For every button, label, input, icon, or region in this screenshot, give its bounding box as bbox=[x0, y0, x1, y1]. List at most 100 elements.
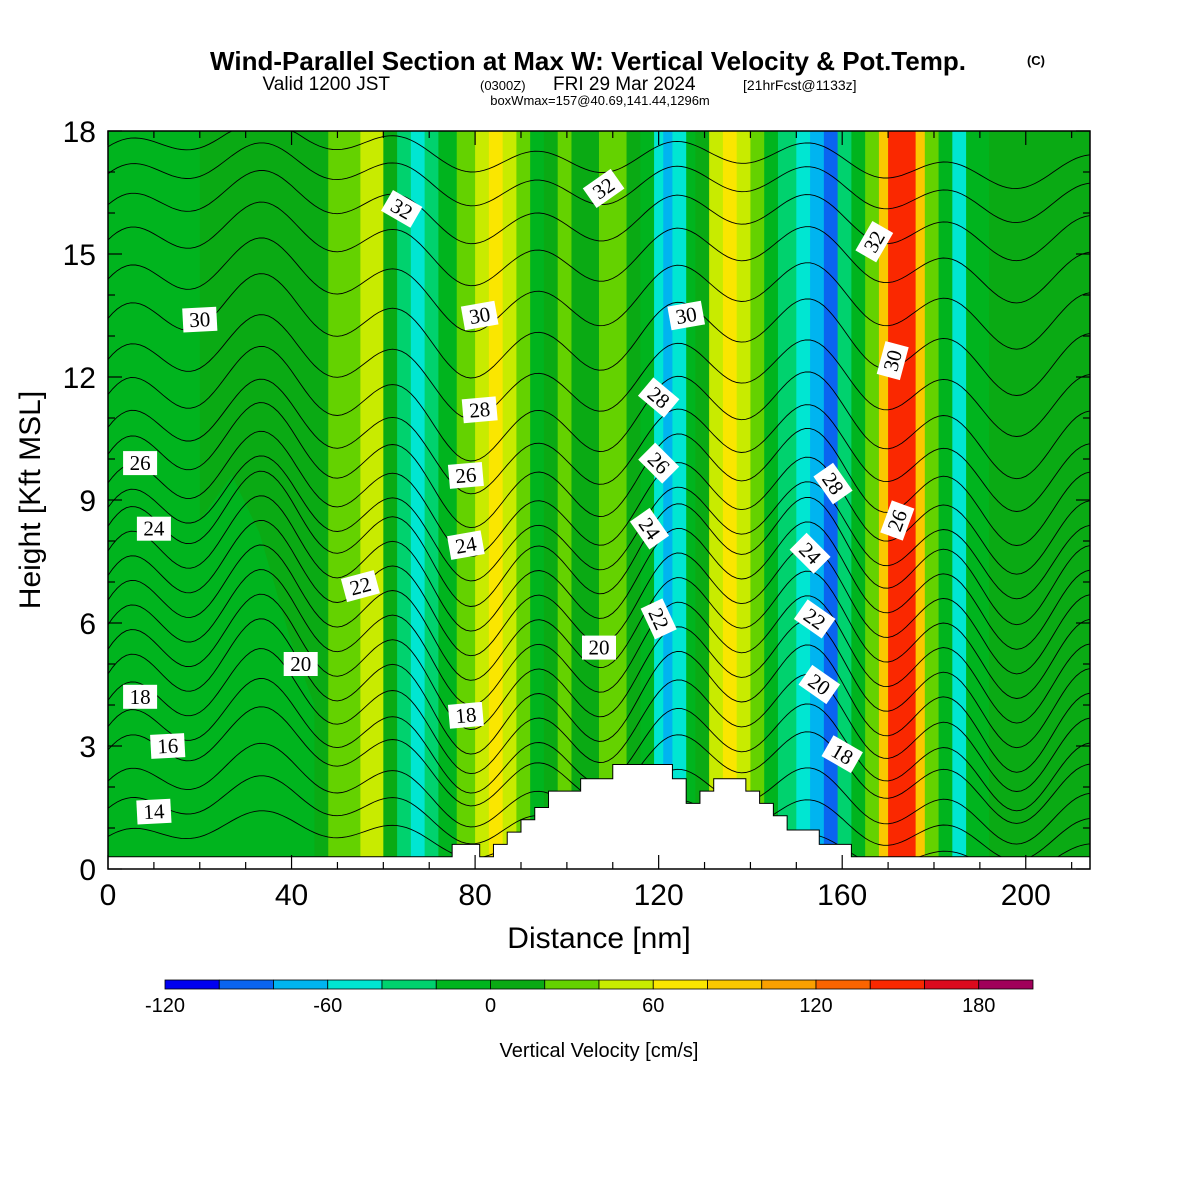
contour-label-box bbox=[638, 442, 680, 484]
colorbar-segment bbox=[707, 979, 763, 990]
theta-contour bbox=[108, 237, 1090, 350]
theta-contour bbox=[108, 402, 1090, 546]
theta-contour bbox=[108, 273, 1090, 396]
low-velocity-region bbox=[108, 475, 315, 869]
contour-label-text: 24 bbox=[453, 531, 478, 558]
contour-label: 22 bbox=[793, 599, 836, 639]
contour-label-box bbox=[461, 396, 498, 424]
contour-label-text: 20 bbox=[589, 636, 610, 660]
contour-label-box bbox=[460, 300, 499, 331]
contour-label: 26 bbox=[447, 461, 484, 489]
velocity-band bbox=[502, 131, 518, 869]
velocity-band bbox=[543, 131, 559, 869]
velocity-band bbox=[360, 131, 384, 869]
velocity-band bbox=[383, 131, 398, 869]
y-tick-label: 0 bbox=[79, 854, 96, 887]
contour-label-box bbox=[340, 570, 380, 603]
velocity-band bbox=[585, 131, 600, 869]
y-tick-label: 18 bbox=[63, 116, 96, 149]
theta-contour bbox=[108, 131, 1090, 190]
colorbar-tick-label: -120 bbox=[145, 995, 185, 1017]
colorbar-segment bbox=[327, 979, 383, 990]
contour-label-box bbox=[637, 377, 680, 418]
x-axis-label: Distance [nm] bbox=[507, 922, 690, 955]
contour-label-box bbox=[447, 701, 484, 729]
contour-label: 18 bbox=[821, 735, 863, 774]
theta-contour bbox=[108, 345, 1090, 480]
colorbar-segment bbox=[652, 979, 708, 990]
theta-contour bbox=[108, 170, 1090, 262]
colorbar-tick-label: 60 bbox=[642, 995, 664, 1017]
contour-label: 22 bbox=[340, 570, 380, 603]
theta-contour bbox=[108, 378, 1090, 512]
contour-label-text: 20 bbox=[290, 652, 311, 676]
velocity-band bbox=[557, 131, 573, 869]
colorbar-segment bbox=[164, 979, 220, 990]
velocity-band bbox=[966, 131, 990, 869]
contour-label-text: 30 bbox=[467, 302, 492, 329]
contour-label: 18 bbox=[447, 701, 484, 729]
velocity-band bbox=[424, 131, 439, 869]
velocity-band bbox=[865, 131, 880, 869]
contour-label: 26 bbox=[880, 500, 915, 541]
colorbar-segment bbox=[490, 979, 546, 990]
valid-date: FRI 29 Mar 2024 bbox=[553, 74, 696, 95]
velocity-band bbox=[397, 131, 412, 869]
velocity-band bbox=[438, 131, 458, 869]
contour-label: 20 bbox=[582, 635, 616, 660]
velocity-band bbox=[530, 131, 545, 869]
vertical-velocity-field bbox=[108, 131, 1090, 869]
contour-label: 20 bbox=[283, 652, 318, 676]
velocity-band bbox=[888, 131, 898, 869]
velocity-band bbox=[924, 131, 940, 869]
contour-label-box bbox=[821, 735, 863, 774]
velocity-band bbox=[626, 131, 641, 869]
velocity-band bbox=[612, 131, 628, 869]
velocity-band bbox=[897, 131, 908, 869]
colorbar: -120 -60 0 60 120 180 bbox=[145, 979, 1034, 1017]
colorbar-tick-label: 180 bbox=[962, 995, 995, 1017]
velocity-band bbox=[777, 131, 797, 869]
contour-label: 24 bbox=[447, 530, 485, 560]
plot-area: 1416182022242628303218262430323028262422… bbox=[108, 131, 1090, 869]
contour-label-text: 30 bbox=[189, 307, 211, 332]
contour-label-box bbox=[876, 341, 909, 381]
contour-label-text: 26 bbox=[454, 463, 477, 489]
colorbar-segment bbox=[869, 979, 925, 990]
velocity-band bbox=[686, 131, 696, 869]
colorbar-tick-label: -60 bbox=[313, 995, 342, 1017]
x-tick-label: 80 bbox=[458, 879, 491, 912]
contour-label-box bbox=[582, 168, 625, 208]
theta-contour bbox=[108, 430, 1090, 575]
contour-labels: 1416182022242628303218262430323028262422… bbox=[123, 168, 915, 825]
contour-label-box bbox=[447, 530, 485, 560]
colorbar-segment bbox=[435, 979, 491, 990]
theta-contour bbox=[108, 648, 1090, 792]
colorbar-segment bbox=[815, 979, 871, 990]
contour-label-box bbox=[380, 190, 423, 228]
contour-label-text: 26 bbox=[130, 451, 151, 475]
velocity-band bbox=[851, 131, 866, 869]
contour-label-box bbox=[629, 507, 670, 550]
x-axis-ticks: 0 40 80 120 160 200 bbox=[100, 131, 1073, 912]
colorbar-segment bbox=[381, 979, 437, 990]
theta-contour bbox=[108, 201, 1090, 304]
contour-label-box bbox=[798, 664, 841, 705]
valid-time: Valid 1200 JST bbox=[263, 74, 391, 95]
colorbar-segment bbox=[544, 979, 600, 990]
theta-contour bbox=[108, 569, 1090, 724]
contour-label-box bbox=[813, 462, 853, 505]
velocity-band bbox=[1025, 131, 1064, 869]
theta-contour bbox=[108, 593, 1090, 749]
velocity-band bbox=[571, 131, 586, 869]
contour-label-box bbox=[667, 300, 706, 331]
colorbar-segment bbox=[978, 979, 1034, 990]
theta-contour bbox=[108, 455, 1090, 600]
colorbar-segment bbox=[761, 979, 817, 990]
velocity-band bbox=[938, 131, 953, 869]
contour-label: 30 bbox=[460, 300, 499, 331]
theta-contour bbox=[108, 470, 1090, 626]
velocity-band bbox=[722, 131, 738, 869]
